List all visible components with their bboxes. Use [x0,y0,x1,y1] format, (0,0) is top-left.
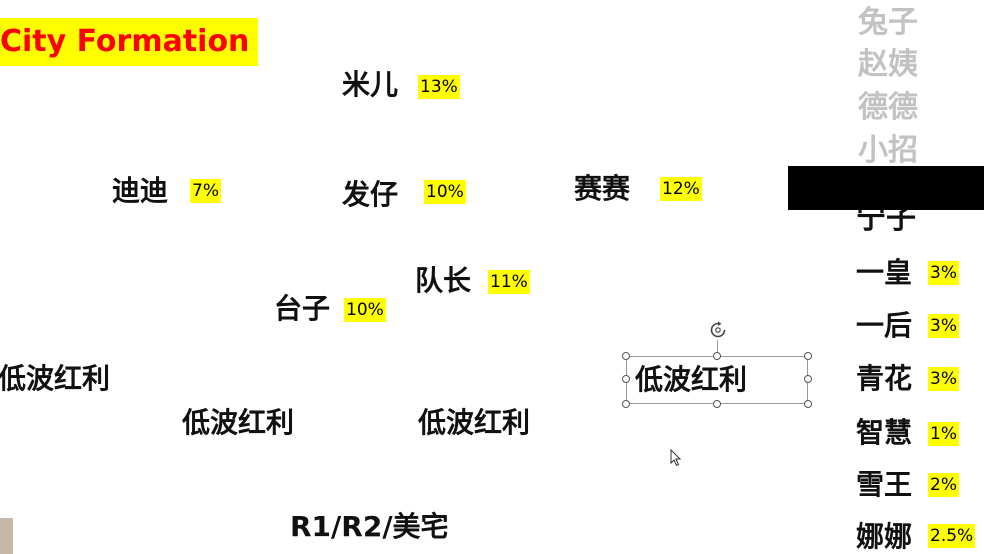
low-wave-label-mid: 低波红利 [418,406,531,439]
node-name-taizi: 台子 [274,292,331,325]
node-name-fazai: 发仔 [342,178,399,211]
resize-handle-r[interactable] [804,375,812,383]
sidebar-item-name: 一后 [856,309,913,342]
sidebar-item-pct: 1% [928,422,959,446]
rotate-handle-stem [717,340,718,356]
low-wave-label-selected[interactable]: 低波红利 [635,363,748,396]
slide-title: City Formation [0,18,258,66]
resize-handle-tl[interactable] [622,352,630,360]
sidebar-item-name: 雪王 [856,468,913,501]
resize-handle-bl[interactable] [622,400,630,408]
sidebar-item-name: 青花 [856,362,913,395]
low-wave-label-left: 低波红利 [0,362,111,395]
sidebar-item-pct: 3% [928,261,959,285]
node-pct-didi: 7% [190,179,221,203]
mouse-pointer-icon [670,449,682,467]
bottom-label: R1/R2/美宅 [290,510,449,543]
sidebar-item-name: 娜娜 [856,520,913,553]
resize-handle-b[interactable] [713,400,721,408]
node-name-didi: 迪迪 [112,174,169,207]
video-thumbnail-edge [0,518,13,554]
redaction-bar [788,166,984,210]
low-wave-label-mid-left: 低波红利 [182,406,295,439]
node-name-mier: 米儿 [342,68,399,101]
node-pct-saisai: 12% [660,177,702,201]
node-name-saisai: 赛赛 [574,172,631,205]
resize-handle-tr[interactable] [804,352,812,360]
node-pct-duizhang: 11% [488,270,530,294]
sidebar-faded-item: 兔子 [858,5,918,40]
sidebar-item-pct: 2% [928,473,959,497]
selected-textbox[interactable]: 低波红利 [626,356,808,404]
sidebar-item-name: 智慧 [856,416,913,449]
sidebar-item-pct: 2.5% [928,524,976,548]
node-name-duizhang: 队长 [415,264,472,297]
resize-handle-t[interactable] [713,352,721,360]
sidebar-faded-item: 赵姨 [858,47,918,82]
sidebar-faded-item: 德德 [858,90,918,125]
node-pct-taizi: 10% [344,298,386,322]
resize-handle-br[interactable] [804,400,812,408]
rotate-handle-icon[interactable] [709,321,727,339]
sidebar-item-pct: 3% [928,367,959,391]
resize-handle-l[interactable] [622,375,630,383]
sidebar-item-name: 一皇 [856,256,913,289]
sidebar-faded-item: 小招 [858,133,918,168]
node-pct-mier: 13% [418,75,460,99]
node-pct-fazai: 10% [424,180,466,204]
sidebar-item-pct: 3% [928,314,959,338]
